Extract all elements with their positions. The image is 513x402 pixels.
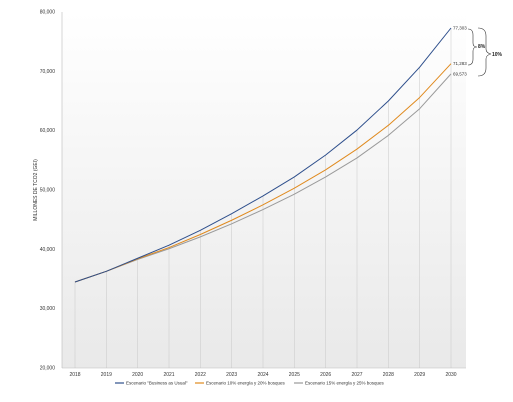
legend-item: Escenario 15% energía y 25% bosques (294, 381, 385, 386)
legend-item: Escenario "Business as Usual" (115, 381, 188, 386)
series-lines (74, 27, 452, 283)
x-tick-label: 2023 (226, 372, 237, 378)
y-tick-label: 20,000 (40, 366, 56, 372)
y-tick-label: 70,000 (40, 69, 56, 75)
y-axis-label: MILLONES DE TCO2 (GEI) (33, 159, 39, 221)
end-label: 71,283 (453, 61, 467, 66)
series-line (74, 73, 452, 283)
end-label: 69,573 (453, 71, 467, 76)
x-tick-label: 2030 (445, 372, 456, 378)
x-tick-label: 2029 (414, 372, 425, 378)
x-tick-label: 2019 (101, 372, 112, 378)
legend-label: Escenario "Business as Usual" (126, 381, 188, 386)
series-line (74, 27, 452, 283)
plot-background (62, 12, 466, 368)
x-tick-label: 2022 (195, 372, 206, 378)
x-tick-label: 2025 (289, 372, 300, 378)
series-line (74, 63, 452, 283)
y-tick-labels: 20,000 30,000 40,000 50,000 60,000 70,000 80,0… (40, 10, 56, 372)
x-tick-labels: 2018 2019 2020 2021 2022 2023 2024 2025 2026 2027… (69, 372, 456, 378)
end-label: 77,303 (453, 26, 467, 31)
annotation-8pct: 8% (478, 44, 486, 50)
y-tick-label: 40,000 (40, 247, 56, 253)
legend-label: Escenario 10% energía y 20% bosques (206, 381, 286, 386)
annotation-10pct: 10% (492, 52, 503, 58)
legend: Escenario "Business as Usual" Escenario 1… (115, 381, 385, 386)
legend-label: Escenario 15% energía y 25% bosques (305, 381, 385, 386)
x-tick-label: 2020 (132, 372, 143, 378)
x-tick-label: 2027 (351, 372, 362, 378)
brace-8pct (467, 28, 478, 66)
y-tick-label: 80,000 (40, 10, 56, 16)
end-value-labels: 77,303 71,283 69,573 (453, 26, 467, 77)
y-tick-label: 60,000 (40, 128, 56, 134)
brace-10pct (477, 27, 492, 77)
x-tick-label: 2018 (69, 372, 80, 378)
x-tick-label: 2026 (320, 372, 331, 378)
y-tick-label: 30,000 (40, 306, 56, 312)
x-tick-label: 2024 (257, 372, 268, 378)
x-tick-label: 2028 (383, 372, 394, 378)
legend-item: Escenario 10% energía y 20% bosques (195, 381, 286, 386)
y-tick-label: 50,000 (40, 188, 56, 194)
x-tick-label: 2021 (163, 372, 174, 378)
vertical-gridlines (74, 28, 452, 368)
